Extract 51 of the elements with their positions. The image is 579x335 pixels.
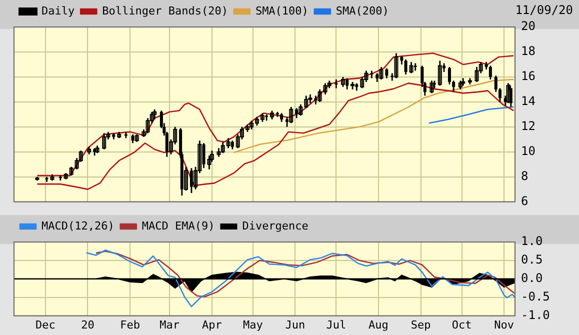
candlestick: [102, 132, 106, 150]
text: 11/09/20: [515, 3, 573, 17]
x-tick-label: Nov: [494, 318, 514, 332]
candlestick: [385, 68, 388, 79]
legend-label: SMA(100): [255, 4, 308, 18]
x-tick-label: Aug: [368, 318, 388, 332]
y-tick-label: 6: [521, 194, 528, 208]
candlestick: [430, 80, 434, 94]
x-tick-label: Dec: [35, 318, 56, 332]
candlestick: [452, 80, 456, 93]
x-tick-label: Feb: [120, 318, 140, 332]
x-tick-label: Sep: [410, 318, 431, 332]
y-tick-label: -0.5: [521, 289, 550, 304]
x-tick-label: 20: [81, 318, 94, 332]
legend-label: MACD EMA(9): [142, 219, 215, 232]
candlestick: [474, 66, 479, 83]
x-tick-label: Mar: [160, 318, 180, 332]
y-tick-label: 12: [521, 119, 536, 134]
legend-label: Divergence: [242, 219, 308, 232]
candlestick: [379, 66, 384, 80]
candlestick: [448, 66, 451, 86]
x-tick-label: Jul: [326, 318, 346, 332]
y-tick-label: 14: [521, 94, 536, 108]
y-tick-label: 0.5: [521, 252, 543, 267]
legend-label: MACD(12,26): [42, 219, 114, 232]
y-tick-label: 10: [521, 144, 536, 158]
candlestick: [340, 76, 345, 88]
candlestick: [404, 58, 408, 76]
y-tick-label: 16: [521, 69, 536, 84]
candlestick: [498, 87, 502, 103]
x-tick-label: Jun: [285, 318, 306, 332]
legend-label: SMA(200): [336, 4, 389, 18]
y-tick-label: 18: [521, 44, 536, 58]
y-tick-label: 0.0: [521, 271, 543, 286]
x-tick-label: May: [242, 318, 264, 332]
candlestick: [438, 60, 442, 86]
candlestick: [152, 108, 157, 120]
candlestick: [488, 65, 492, 80]
y-tick-label: 1.0: [521, 234, 543, 248]
candlestick: [295, 107, 298, 119]
y-tick-label: -1.0: [521, 308, 550, 322]
y-tick-label: 20: [521, 19, 536, 34]
x-tick-label: Oct: [452, 318, 472, 332]
x-tick-label: Apr: [202, 318, 222, 332]
candlestick: [289, 106, 294, 124]
candlestick: [409, 61, 414, 74]
y-tick-label: 8: [521, 168, 528, 183]
candlestick: [494, 74, 498, 93]
legend-label: Daily: [42, 4, 75, 18]
legend-label: Bollinger Bands(20): [102, 4, 228, 18]
candlestick: [394, 52, 398, 79]
